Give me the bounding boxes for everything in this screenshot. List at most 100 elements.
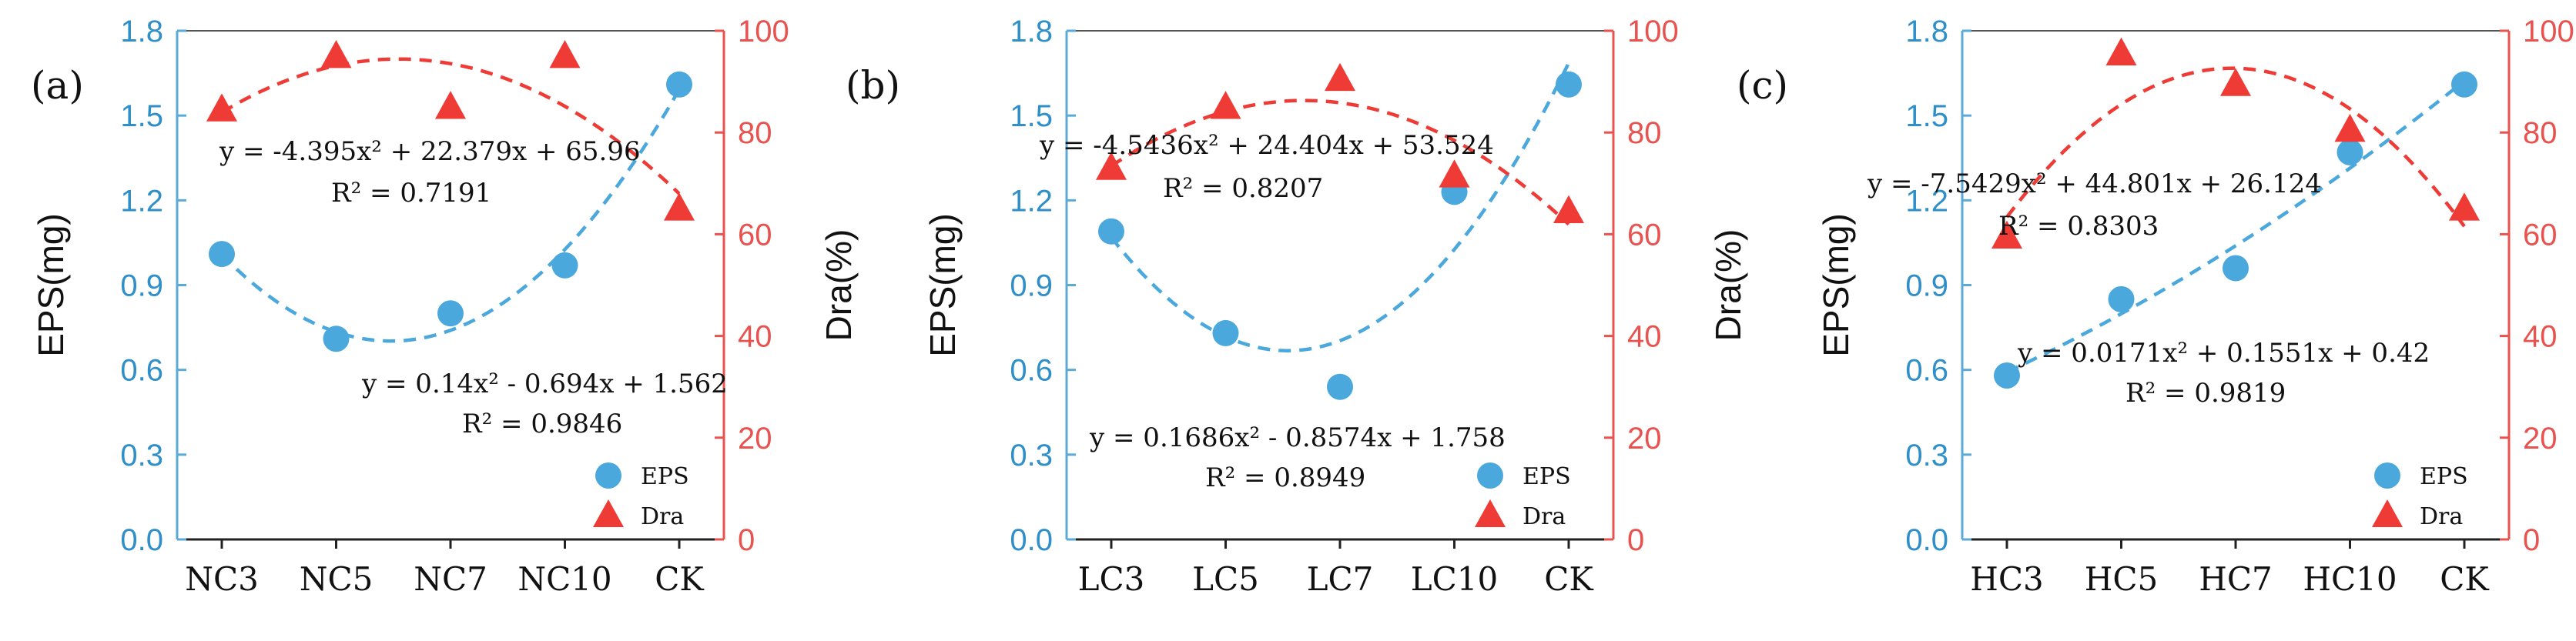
ytick-left-label: 0.6 — [120, 354, 163, 388]
legend: EPS Dra — [593, 462, 689, 530]
dra-point — [435, 91, 466, 119]
dra-point — [1096, 152, 1127, 180]
y-axis-left-title: EPS(mg) — [31, 213, 71, 357]
eps-point — [323, 326, 350, 352]
xtick-label: CK — [655, 560, 705, 598]
xtick-label: NC10 — [518, 560, 611, 598]
dra-fit-curve — [1110, 98, 1570, 226]
ytick-right-label: 100 — [2523, 15, 2574, 48]
ytick-left-label: 0.6 — [1905, 354, 1948, 388]
panel-tag: (a) — [31, 63, 84, 108]
xtick-label: NC3 — [185, 560, 259, 598]
dra-fit-equation: y = -7.5429x² + 44.801x + 26.124 — [1867, 169, 2322, 199]
legend-eps-label: EPS — [1522, 463, 1571, 490]
y-axis-right-title: Dra(%) — [1708, 229, 1748, 342]
eps-point — [1212, 319, 1239, 346]
ytick-left-label: 0.0 — [120, 523, 163, 557]
legend-eps-label: EPS — [641, 463, 689, 490]
eps-point — [2451, 71, 2477, 98]
dra-point — [206, 93, 237, 122]
y-axis-left-title: EPS(mg) — [1816, 213, 1856, 357]
dra-point — [2449, 192, 2480, 221]
legend-dra-label: Dra — [1522, 503, 1566, 530]
xtick-label: NC7 — [414, 560, 487, 598]
dra-point — [1210, 91, 1241, 119]
eps-fit-curve — [1110, 62, 1571, 352]
ytick-left-label: 1.8 — [120, 15, 163, 48]
ytick-left-label: 1.8 — [1010, 15, 1053, 48]
dra-point — [1991, 220, 2022, 249]
chart-panel: 0.0 0.3 0.6 0.9 1.2 1.5 1.8 0 20 40 60 80 100 LC3 LC5 L… — [846, 15, 1748, 598]
ytick-left-label: 1.2 — [1010, 184, 1053, 218]
xtick-label: CK — [2440, 560, 2490, 598]
xtick-label: LC10 — [1411, 560, 1498, 598]
ytick-left-label: 1.2 — [120, 184, 163, 218]
eps-fit-equation: y = 0.0171x² + 0.1551x + 0.42 — [2017, 338, 2430, 369]
eps-fit-curve — [220, 88, 681, 343]
eps-point — [666, 71, 692, 98]
eps-fit-curve — [2006, 79, 2466, 374]
dra-fit-r2: R² = 0.7191 — [331, 178, 491, 209]
eps-point — [437, 300, 464, 327]
dra-point — [2220, 68, 2251, 96]
ytick-right-label: 20 — [2523, 422, 2558, 456]
dra-fit-r2: R² = 0.8303 — [1998, 211, 2159, 242]
eps-fit-r2: R² = 0.9819 — [2125, 378, 2286, 409]
eps-fit-equation: y = 0.1686x² - 0.8574x + 1.758 — [1089, 422, 1506, 453]
ytick-right-label: 20 — [1627, 422, 1662, 456]
xtick-label: CK — [1544, 560, 1594, 598]
dra-fit-r2: R² = 0.8207 — [1163, 173, 1323, 204]
ytick-right-label: 60 — [738, 218, 772, 252]
ytick-left-label: 1.5 — [120, 99, 163, 133]
ytick-left-label: 0.9 — [1905, 269, 1948, 303]
dra-point — [549, 39, 581, 68]
legend: EPS Dra — [1475, 462, 1571, 530]
eps-point — [551, 252, 578, 279]
ytick-right-label: 40 — [738, 320, 772, 354]
eps-fit-r2: R² = 0.8949 — [1205, 462, 1365, 493]
eps-point — [209, 241, 235, 268]
ytick-right-label: 100 — [738, 15, 789, 48]
legend-eps-label: EPS — [2420, 463, 2468, 490]
ytick-right-label: 100 — [1627, 15, 1679, 48]
eps-point — [1994, 362, 2020, 389]
dra-fit-equation: y = -4.5436x² + 24.404x + 53.524 — [1039, 130, 1494, 161]
ytick-left-label: 0.3 — [1905, 439, 1948, 472]
dra-point — [1439, 159, 1470, 188]
chart-panel: 0.0 0.3 0.6 0.9 1.2 1.5 1.8 0 20 40 60 80 100 HC3 HC5 H… — [1737, 15, 2574, 598]
ytick-left-label: 0.0 — [1905, 523, 1948, 557]
xtick-label: HC7 — [2199, 560, 2272, 598]
xtick-label: LC3 — [1078, 560, 1145, 598]
dra-point — [2334, 113, 2366, 142]
eps-point — [1556, 71, 1582, 98]
dra-point — [1325, 62, 1355, 92]
xtick-label: HC10 — [2303, 560, 2397, 598]
xtick-label: HC5 — [2085, 560, 2158, 598]
ytick-left-label: 0.3 — [120, 439, 163, 472]
chart-panels: 0.0 0.3 0.6 0.9 1.2 1.5 1.8 0 20 40 60 80 100 NC3 NC5 N… — [31, 15, 2574, 598]
y-axis-left-title: EPS(mg) — [923, 213, 963, 357]
legend-dra-label: Dra — [641, 503, 684, 530]
ytick-right-label: 0 — [738, 523, 755, 557]
xtick-label: LC5 — [1192, 560, 1259, 598]
xtick-label: LC7 — [1307, 560, 1374, 598]
dra-point — [664, 192, 695, 221]
ytick-right-label: 20 — [738, 422, 772, 456]
legend-eps-marker — [1477, 462, 1503, 489]
ytick-right-label: 0 — [2523, 523, 2540, 557]
dra-point — [1553, 195, 1584, 223]
legend: EPS Dra — [2372, 462, 2468, 530]
ytick-left-label: 1.5 — [1905, 99, 1948, 133]
eps-fit-equation: y = 0.14x² - 0.694x + 1.562 — [361, 369, 728, 399]
eps-point — [2336, 139, 2363, 165]
ytick-left-label: 0.3 — [1010, 439, 1053, 472]
panel-tag: (b) — [846, 63, 900, 108]
dra-point — [320, 39, 352, 68]
ytick-right-label: 40 — [1627, 320, 1662, 354]
ytick-left-label: 1.2 — [1905, 184, 1948, 218]
eps-point — [1098, 218, 1124, 245]
ytick-left-label: 0.6 — [1010, 354, 1053, 388]
xtick-label: HC3 — [1970, 560, 2043, 598]
eps-fit-r2: R² = 0.9846 — [462, 409, 622, 439]
